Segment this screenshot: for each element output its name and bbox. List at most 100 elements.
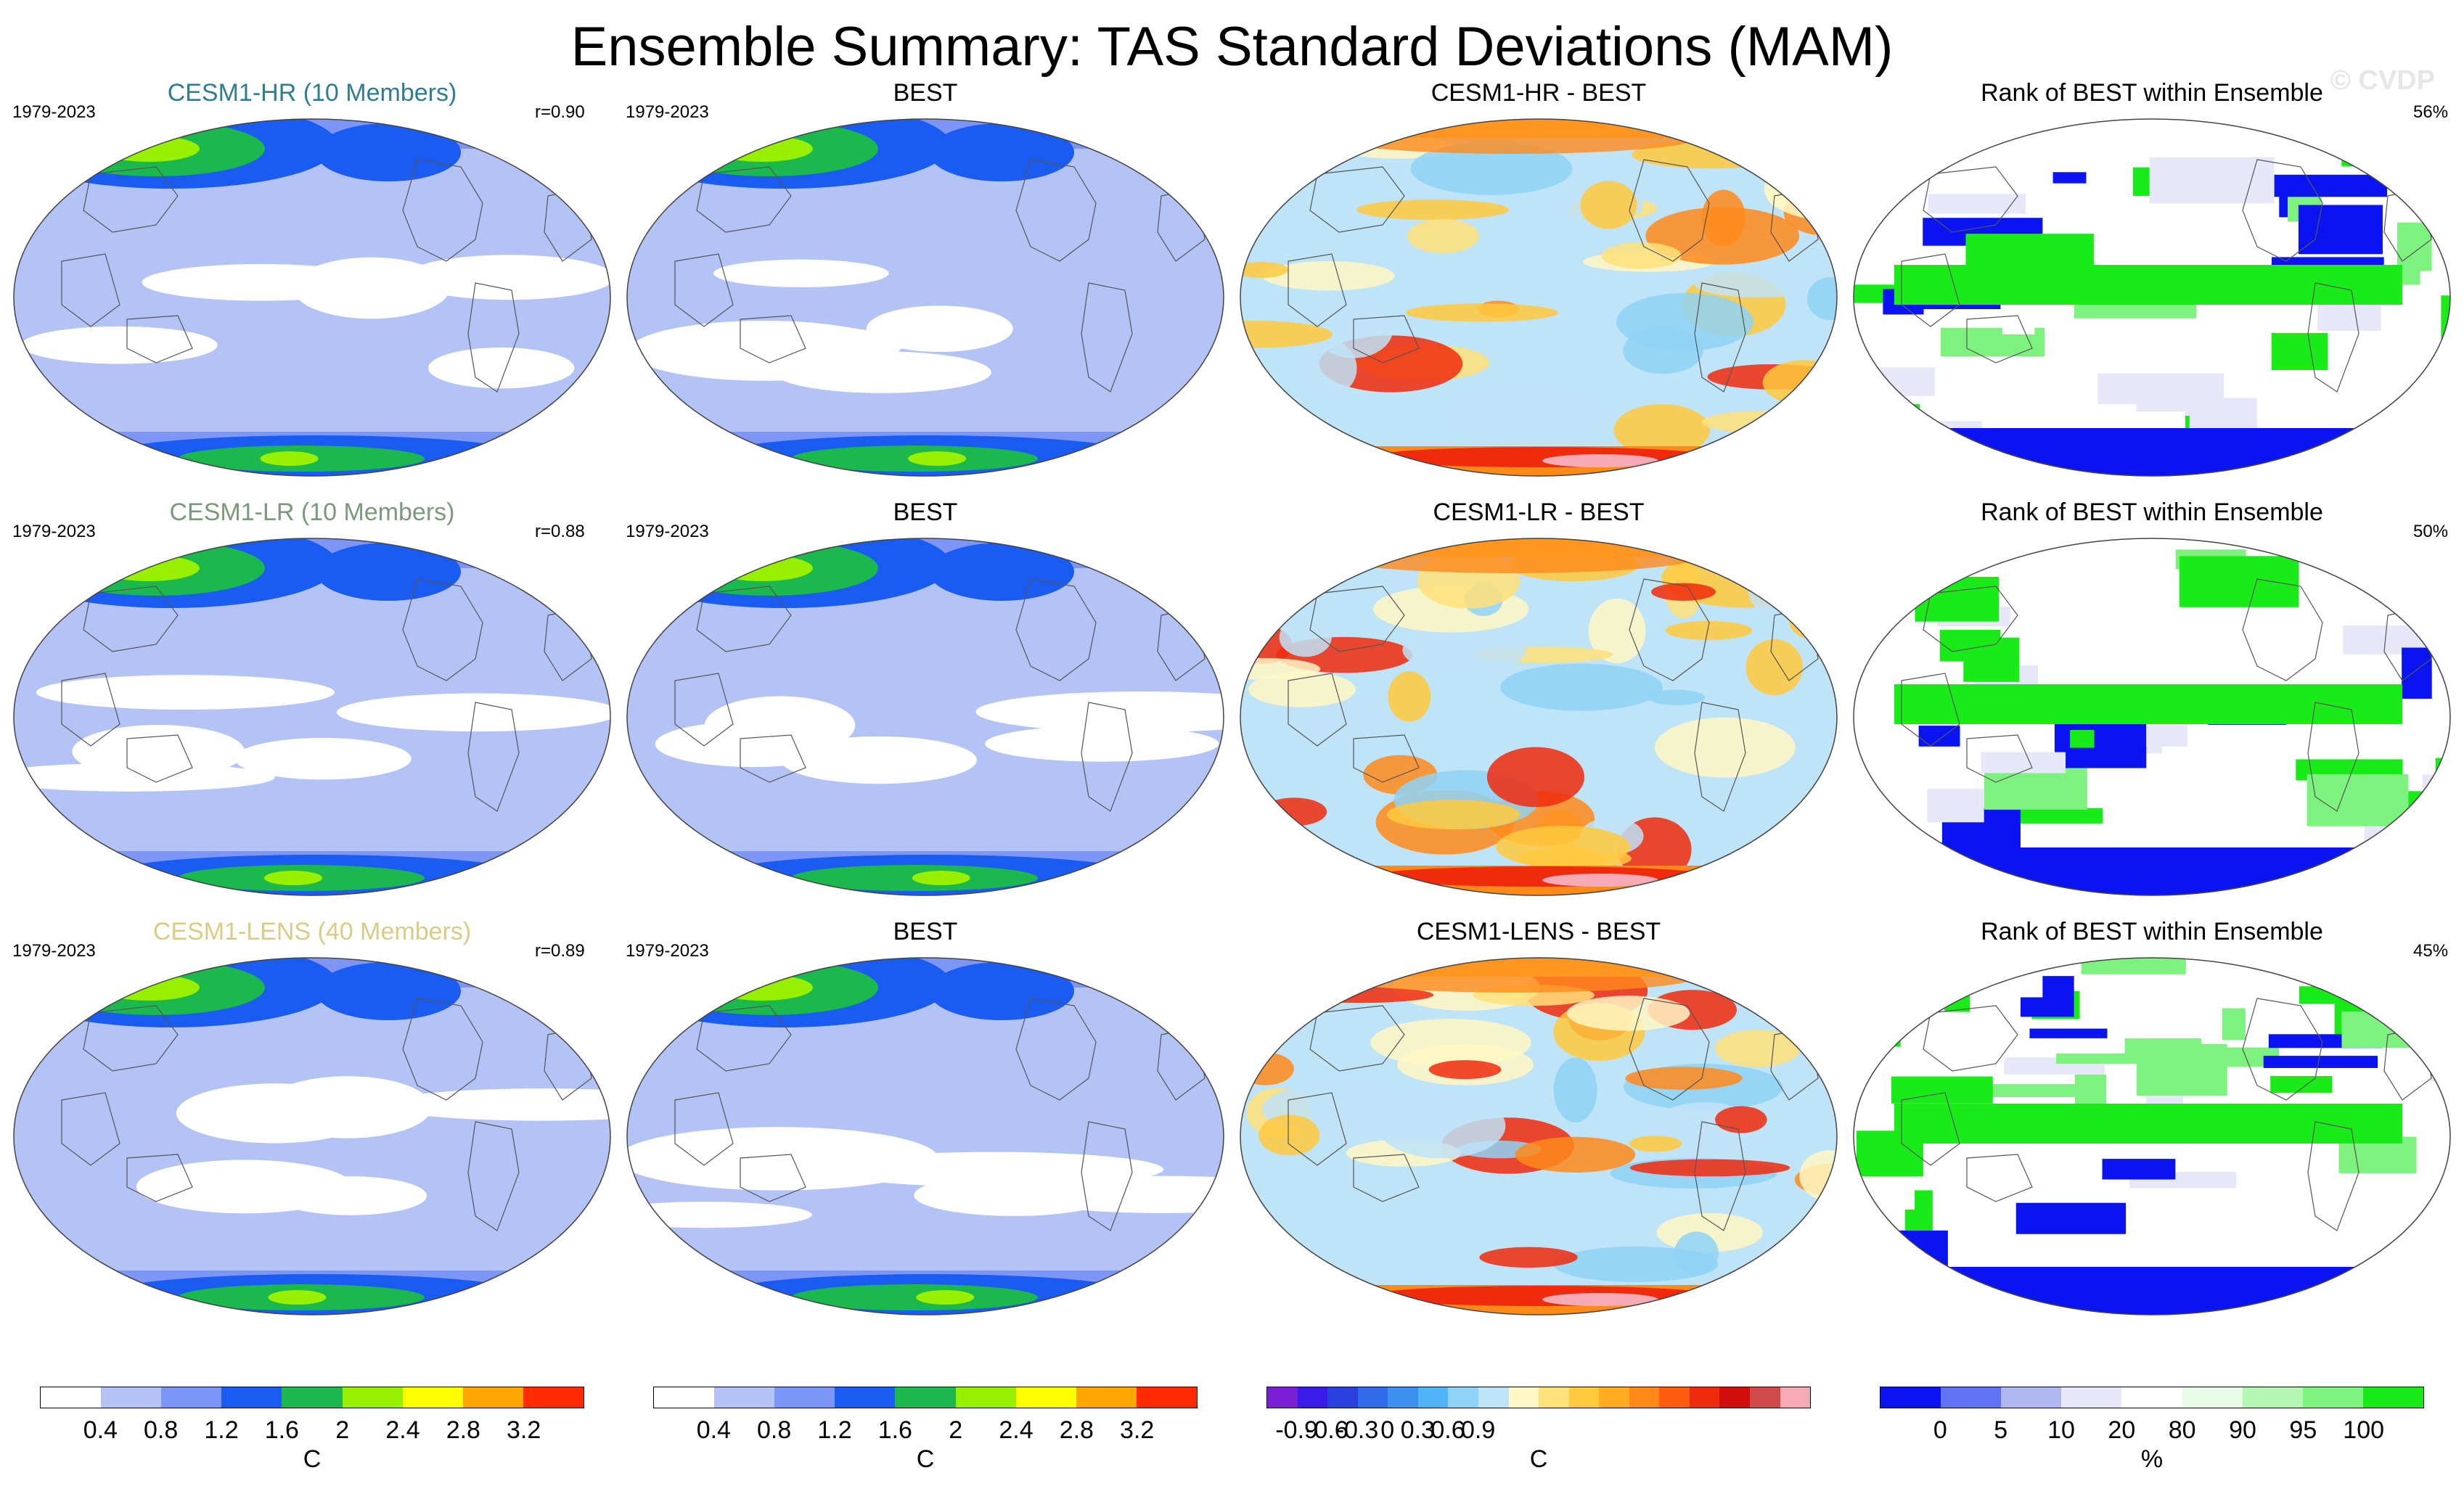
difference-colorbar-swatch (1719, 1387, 1750, 1408)
rank-colorbar-tick: 80 (2168, 1416, 2196, 1444)
model-stddev-map-row0-panel (11, 116, 613, 479)
model-stddev-colorbar-tick: 0.4 (83, 1416, 118, 1444)
difference-colorbar-swatch (1599, 1387, 1629, 1408)
rank-colorbar-tick: 5 (1994, 1416, 2008, 1444)
model-stddev-map-row2-panel (11, 955, 613, 1318)
obs-stddev-map-row1 (626, 538, 1224, 896)
difference-colorbar-tick: -0.9 (1275, 1416, 1318, 1444)
rank-colorbar (1880, 1387, 2424, 1408)
difference-colorbar-tick: -0.6 (1306, 1416, 1348, 1444)
obs-stddev-colorbar-tick: 2.8 (1059, 1416, 1094, 1444)
model-title-row2: CESM1-LENS (40 Members) (152, 918, 472, 945)
obs-stddev-colorbar-tick: 2 (949, 1416, 963, 1444)
rank-title-row1: Rank of BEST within Ensemble (1981, 498, 2323, 526)
model-r-row0: r=0.90 (535, 102, 585, 122)
model-period-row1: 1979-2023 (12, 522, 96, 541)
rank-colorbar-tick: 95 (2289, 1416, 2317, 1444)
rank-colorbar-swatch (1880, 1387, 1941, 1408)
rank-title-row2: Rank of BEST within Ensemble (1981, 918, 2323, 945)
obs-stddev-colorbar-tick: 0.8 (757, 1416, 792, 1444)
difference-colorbar-swatch (1508, 1387, 1539, 1408)
difference-colorbar-tick: 0.3 (1400, 1416, 1435, 1444)
rank-colorbar-tick: 90 (2229, 1416, 2256, 1444)
obs-stddev-map-row1-panel (624, 535, 1227, 898)
difference-map-row0-panel (1237, 116, 1840, 479)
obs-stddev-colorbar-tick: 1.2 (817, 1416, 852, 1444)
model-stddev-colorbar (40, 1387, 584, 1408)
cvdp-watermark: © CVDP (2330, 65, 2435, 96)
difference-map-row1 (1240, 538, 1838, 896)
difference-colorbar-swatch (1478, 1387, 1509, 1408)
difference-colorbar-swatch (1568, 1387, 1600, 1408)
obs-title-row1: BEST (893, 498, 958, 526)
rank-colorbar-swatch (2182, 1387, 2243, 1408)
model-stddev-colorbar-tick: 0.8 (144, 1416, 179, 1444)
obs-period-row2: 1979-2023 (626, 941, 709, 961)
obs-period-row0: 1979-2023 (626, 102, 709, 122)
rank-colorbar-tick: 10 (2047, 1416, 2075, 1444)
obs-stddev-map-row0 (626, 118, 1224, 477)
model-stddev-colorbar-swatch (161, 1387, 222, 1408)
model-stddev-map-row1 (13, 538, 611, 896)
model-stddev-colorbar-swatch (41, 1387, 102, 1408)
model-stddev-colorbar-swatch (342, 1387, 403, 1408)
difference-colorbar-swatch (1539, 1387, 1569, 1408)
model-stddev-map-row2 (13, 957, 611, 1315)
model-period-row2: 1979-2023 (12, 941, 96, 961)
obs-stddev-colorbar-tick: 3.2 (1120, 1416, 1155, 1444)
rank-colorbar-swatch (2362, 1387, 2423, 1408)
model-stddev-colorbar-swatch (462, 1387, 523, 1408)
rank-title-row0: Rank of BEST within Ensemble (1981, 79, 2323, 107)
model-stddev-colorbar-swatch (282, 1387, 343, 1408)
model-stddev-map-row0 (13, 118, 611, 477)
obs-title-row0: BEST (893, 79, 958, 107)
difference-colorbar-tick: 0.6 (1430, 1416, 1465, 1444)
obs-stddev-colorbar-swatch (714, 1387, 775, 1408)
model-stddev-colorbar-tick: 2 (335, 1416, 350, 1444)
difference-colorbar (1266, 1387, 1811, 1408)
difference-colorbar-swatch (1297, 1387, 1328, 1408)
model-stddev-colorbar-tick: 2.8 (446, 1416, 480, 1444)
rank-map-row0-panel (1851, 116, 2453, 479)
obs-stddev-colorbar-swatch (774, 1387, 835, 1408)
difference-colorbar-swatch (1780, 1387, 1811, 1408)
obs-stddev-colorbar-swatch (1015, 1387, 1076, 1408)
rank-colorbar-swatch (1941, 1387, 2002, 1408)
difference-map-row2-panel (1237, 955, 1840, 1318)
model-stddev-colorbar-swatch (101, 1387, 162, 1408)
obs-stddev-colorbar-swatch (654, 1387, 715, 1408)
rank-colorbar-swatch (2121, 1387, 2182, 1408)
obs-stddev-colorbar-tick: 1.6 (877, 1416, 912, 1444)
difference-colorbar-swatch (1448, 1387, 1478, 1408)
difference-colorbar-swatch (1388, 1387, 1418, 1408)
rank-colorbar-swatch (2242, 1387, 2303, 1408)
obs-stddev-colorbar-tick: 0.4 (696, 1416, 731, 1444)
diff-title-row0: CESM1-HR - BEST (1430, 79, 1647, 107)
difference-colorbar-swatch (1629, 1387, 1660, 1408)
rank-colorbar-tick: 100 (2343, 1416, 2385, 1444)
rank-map-row2 (1853, 957, 2451, 1315)
difference-colorbar-swatch (1417, 1387, 1449, 1408)
rank-colorbar-swatch (2061, 1387, 2122, 1408)
obs-stddev-colorbar-swatch (895, 1387, 956, 1408)
model-stddev-map-row1-panel (11, 535, 613, 898)
obs-stddev-colorbar-swatch (1076, 1387, 1137, 1408)
model-stddev-colorbar-tick: 1.2 (204, 1416, 239, 1444)
difference-map-row1-panel (1237, 535, 1840, 898)
rank-map-row2-panel (1851, 955, 2453, 1318)
model-period-row0: 1979-2023 (12, 102, 96, 122)
obs-period-row1: 1979-2023 (626, 522, 709, 541)
obs-stddev-map-row2 (626, 957, 1224, 1315)
model-title-row1: CESM1-LR (10 Members) (169, 498, 455, 526)
rank-colorbar-swatch (2001, 1387, 2062, 1408)
rank-colorbar-tick: 20 (2108, 1416, 2136, 1444)
model-r-row2: r=0.89 (535, 941, 585, 961)
difference-colorbar-swatch (1357, 1387, 1388, 1408)
rank-pct-row2: 45% (2413, 941, 2449, 961)
obs-stddev-map-row2-panel (624, 955, 1227, 1318)
difference-colorbar-swatch (1689, 1387, 1720, 1408)
difference-colorbar-swatch (1267, 1387, 1298, 1408)
figure-title: Ensemble Summary: TAS Standard Deviation… (570, 16, 1894, 78)
rank-map-row0 (1853, 118, 2451, 477)
obs-stddev-colorbar-swatch (835, 1387, 896, 1408)
